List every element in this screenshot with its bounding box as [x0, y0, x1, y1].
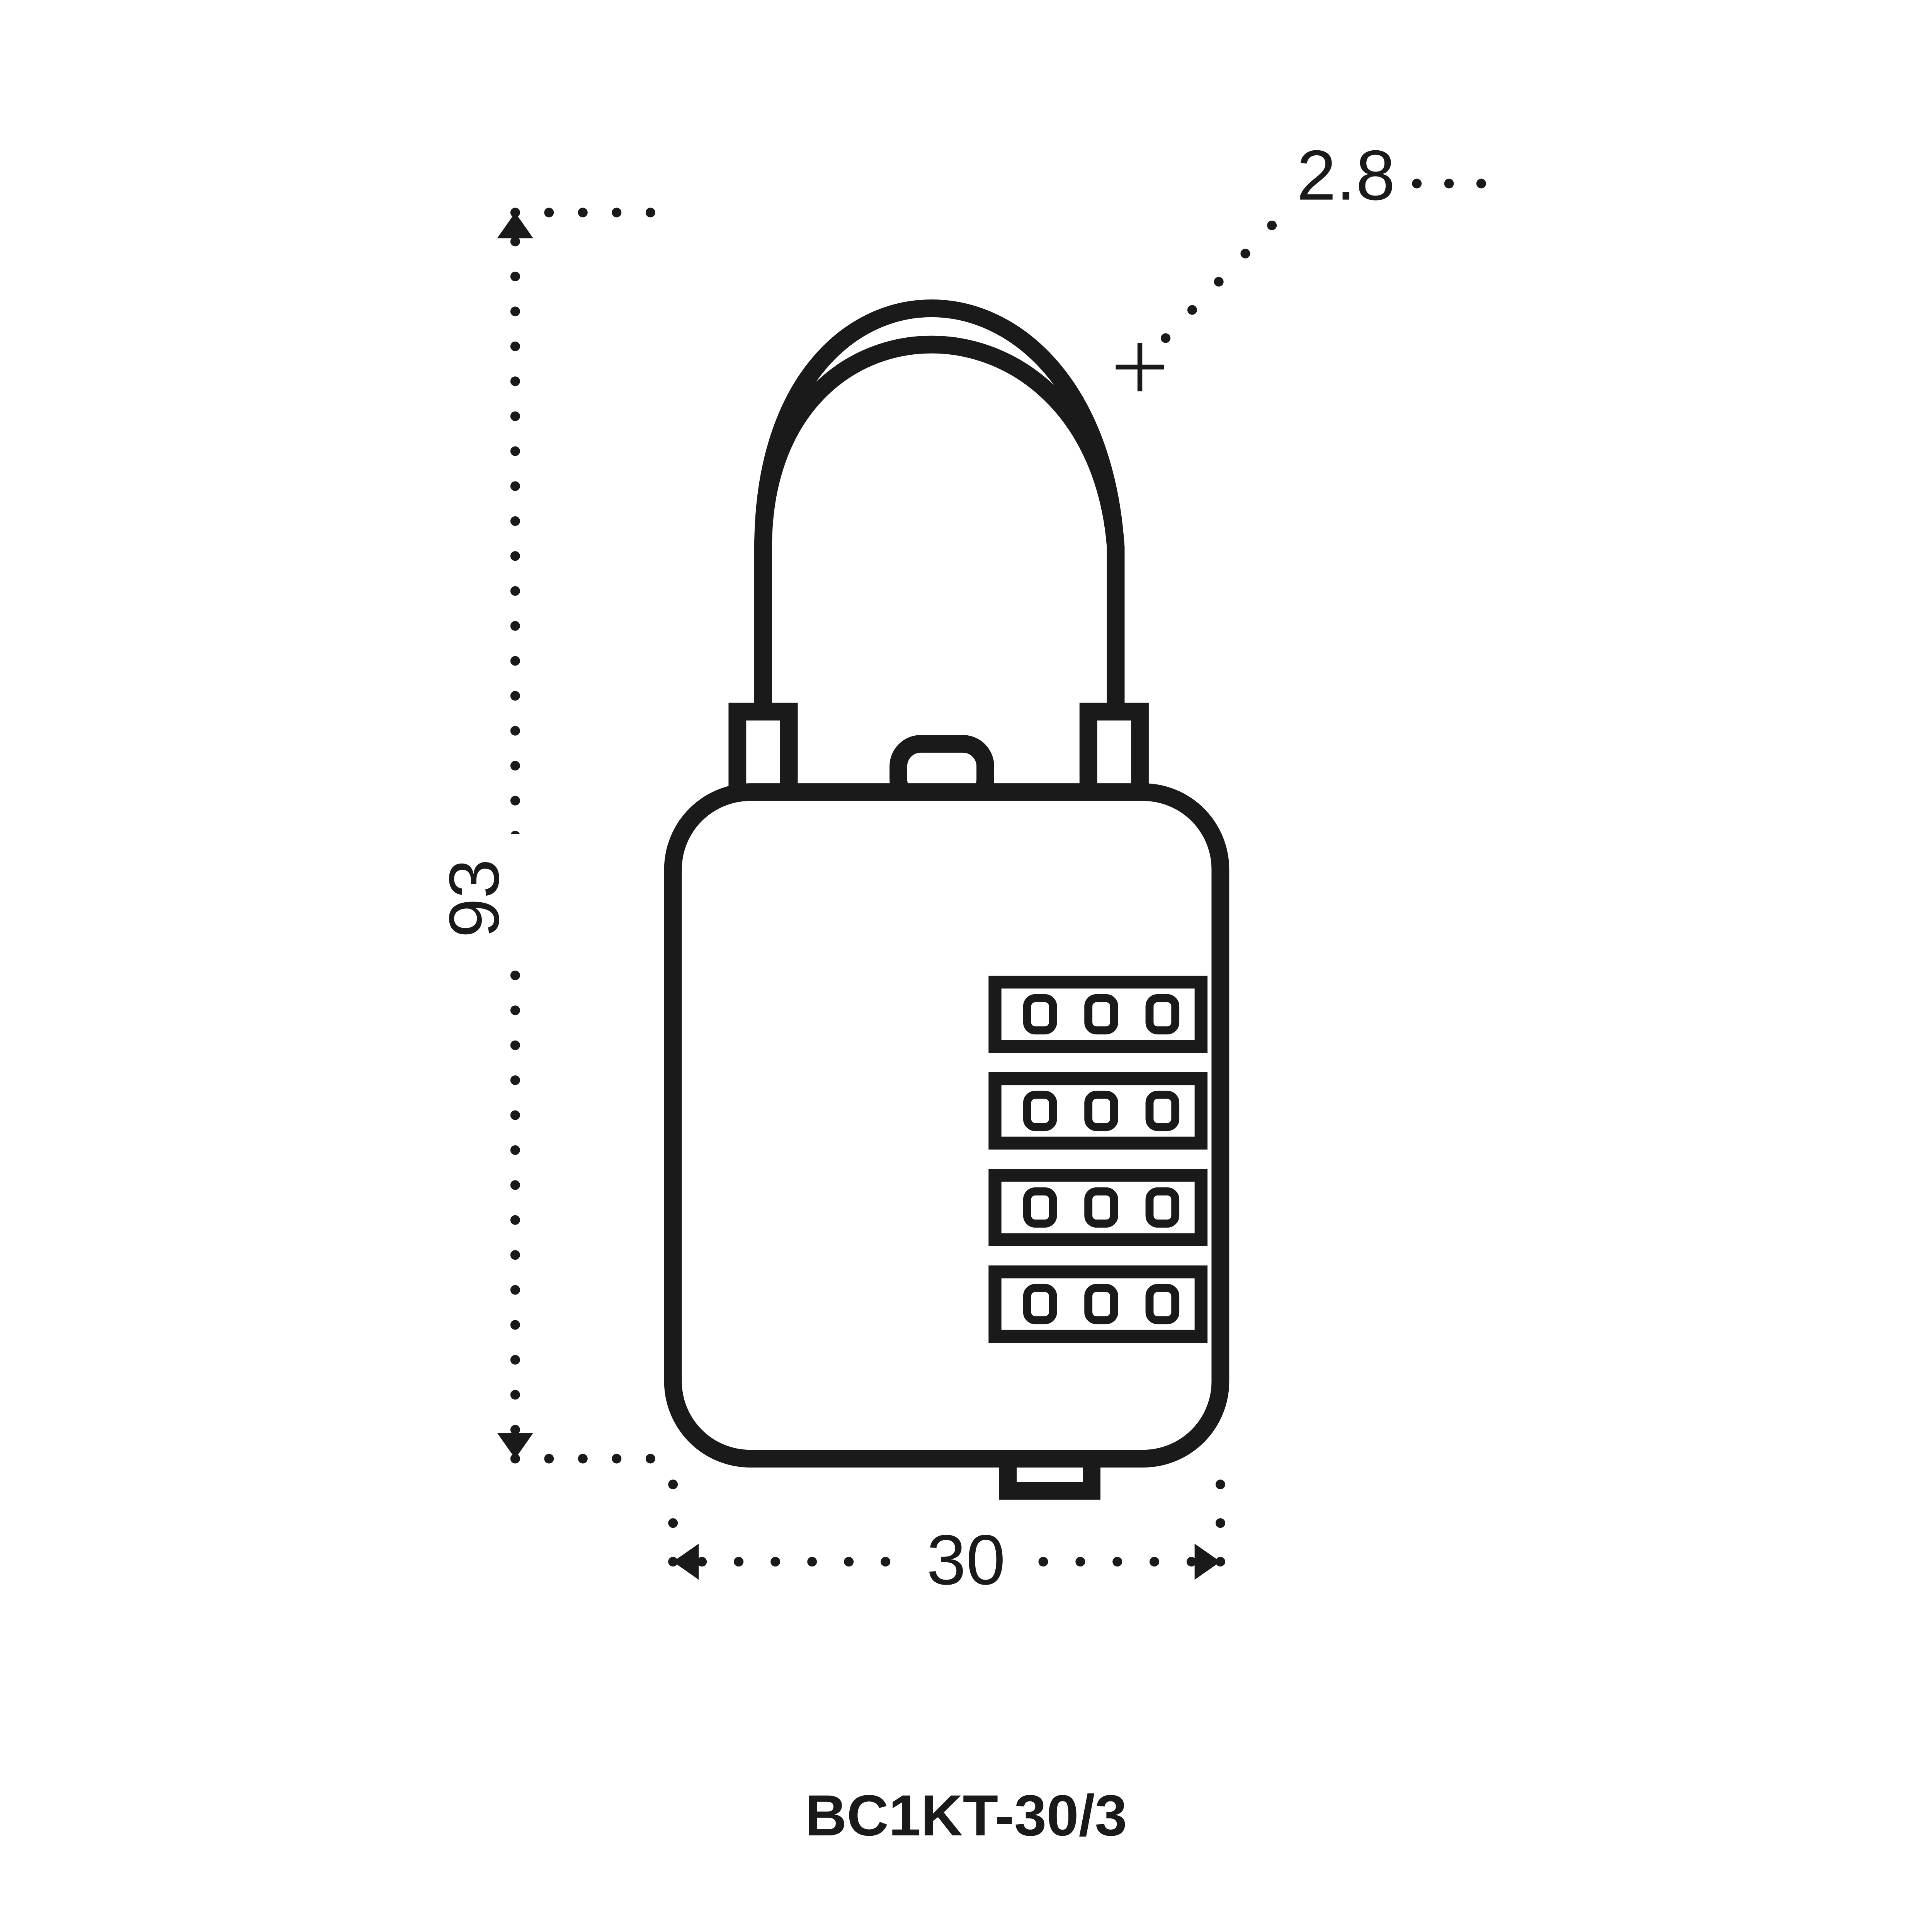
cable-inner: [763, 345, 1116, 712]
product-code: BC1KT-30/3: [805, 1783, 1127, 1848]
ferrule-right: [1088, 712, 1140, 796]
dim-height-label: 93: [434, 859, 514, 938]
dim-width-label: 30: [927, 1520, 1005, 1599]
dial-row: [995, 1272, 1201, 1337]
dial-row: [995, 1175, 1201, 1240]
cable-outer: [763, 308, 1116, 712]
dim-cable-label: 2.8: [1297, 136, 1395, 215]
dial-row: [995, 1079, 1201, 1143]
padlock: [673, 308, 1221, 1491]
bottom-tab: [1008, 1459, 1092, 1491]
ferrule-left: [737, 712, 789, 796]
dial-row: [995, 982, 1201, 1047]
